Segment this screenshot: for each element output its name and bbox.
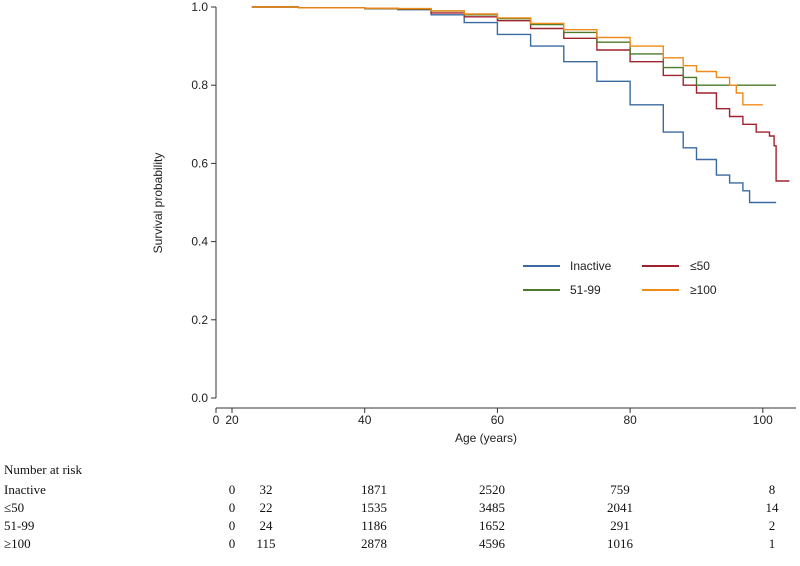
risk-value: 22 bbox=[260, 500, 273, 515]
x-tick-label: 20 bbox=[225, 413, 239, 427]
legend-label-ge100: ≥100 bbox=[690, 283, 717, 297]
x-ticks: 0 20 40 60 80 100 bbox=[213, 408, 773, 427]
risk-value: 115 bbox=[256, 536, 275, 551]
risk-value: 1652 bbox=[479, 518, 505, 533]
risk-value: 32 bbox=[260, 482, 273, 497]
risk-value: 24 bbox=[260, 518, 274, 533]
risk-value: 0 bbox=[229, 482, 236, 497]
risk-value: 0 bbox=[229, 536, 236, 551]
y-tick-label: 0.4 bbox=[191, 235, 208, 249]
risk-value: 1016 bbox=[607, 536, 634, 551]
risk-value: 8 bbox=[769, 482, 776, 497]
risk-value: 1186 bbox=[361, 518, 387, 533]
risk-table: Number at risk Inactive 0 32 1871 2520 759 8 ≤5… bbox=[4, 462, 779, 551]
risk-value: 291 bbox=[610, 518, 630, 533]
series-line-100 bbox=[251, 6, 763, 106]
risk-value: 14 bbox=[766, 500, 780, 515]
x-tick-label: 80 bbox=[623, 413, 637, 427]
legend-label-inactive: Inactive bbox=[570, 259, 612, 273]
risk-value: 759 bbox=[610, 482, 630, 497]
risk-value: 1535 bbox=[361, 500, 387, 515]
y-tick-label: 0.2 bbox=[191, 313, 208, 327]
legend: Inactive ≤50 51-99 ≥100 bbox=[523, 259, 717, 297]
x-tick-label: 60 bbox=[491, 413, 505, 427]
risk-table-title: Number at risk bbox=[4, 462, 82, 477]
risk-row-label: ≥100 bbox=[4, 536, 31, 551]
risk-value: 2 bbox=[769, 518, 776, 533]
risk-row-label: ≤50 bbox=[4, 500, 24, 515]
risk-value: 2520 bbox=[479, 482, 505, 497]
risk-value: 1 bbox=[769, 536, 776, 551]
risk-value: 4596 bbox=[479, 536, 506, 551]
x-axis-label: Age (years) bbox=[455, 431, 517, 445]
series-line-51-99 bbox=[251, 6, 777, 86]
x-tick-label: 40 bbox=[358, 413, 372, 427]
x-tick-label: 0 bbox=[213, 413, 220, 427]
legend-label-le50: ≤50 bbox=[690, 259, 710, 273]
y-tick-label: 0.0 bbox=[191, 391, 208, 405]
risk-row-label: Inactive bbox=[4, 482, 46, 497]
y-axis-label: Survival probability bbox=[151, 153, 165, 254]
series-line-50 bbox=[251, 6, 790, 182]
x-tick-label: 100 bbox=[753, 413, 773, 427]
risk-value: 0 bbox=[229, 500, 236, 515]
risk-value: 2041 bbox=[607, 500, 633, 515]
y-tick-label: 1.0 bbox=[191, 0, 208, 14]
y-tick-label: 0.6 bbox=[191, 156, 208, 170]
series-line-inactive bbox=[251, 6, 777, 204]
series-group bbox=[251, 6, 790, 204]
risk-value: 0 bbox=[229, 518, 236, 533]
risk-row-label: 51-99 bbox=[4, 518, 34, 533]
risk-value: 1871 bbox=[361, 482, 387, 497]
legend-label-51-99: 51-99 bbox=[570, 283, 601, 297]
risk-value: 2878 bbox=[361, 536, 387, 551]
risk-value: 3485 bbox=[479, 500, 505, 515]
y-ticks: 0.0 0.2 0.4 0.6 0.8 1.0 bbox=[191, 0, 216, 405]
y-tick-label: 0.8 bbox=[191, 78, 208, 92]
